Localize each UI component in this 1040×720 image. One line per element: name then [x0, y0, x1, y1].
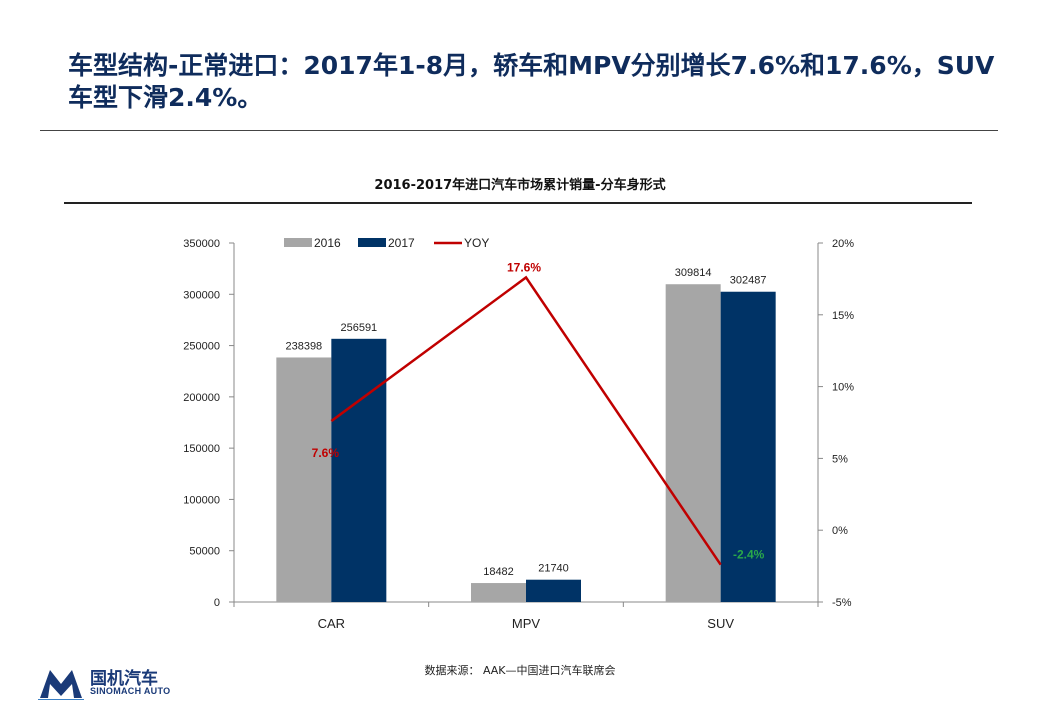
company-logo: 国机汽车 SINOMACH AUTO [38, 664, 198, 704]
bar-value-label: 256591 [340, 322, 377, 334]
bar-2016-mpv [471, 583, 526, 602]
left-axis-tick-label: 200000 [183, 392, 220, 404]
bar-2017-suv [720, 291, 776, 602]
yoy-line [330, 275, 722, 566]
bar-value-label: 18482 [483, 566, 514, 578]
right-axis-tick-label: 5% [832, 453, 848, 465]
x-axis-category-label: SUV [707, 616, 734, 631]
chart-title: 2016-2017年进口汽车市场累计销量-分车身形式 [374, 178, 666, 193]
title-divider [40, 130, 998, 131]
legend-label: 2017 [388, 236, 415, 250]
legend-label: YOY [464, 236, 489, 250]
yoy-value-label: 7.6% [312, 446, 340, 460]
bar-value-label: 309814 [675, 267, 712, 279]
bar-value-label: 21740 [538, 563, 569, 575]
bar-2017-mpv [526, 579, 581, 602]
yoy-value-label: 17.6% [507, 260, 541, 274]
logo-mark-icon [38, 670, 84, 700]
logo-name-cn: 国机汽车 [90, 669, 158, 689]
slide-title: 车型结构-正常进口：2017年1-8月，轿车和MPV分别增长7.6%和17.6%… [68, 51, 995, 112]
bar-value-label: 238398 [285, 340, 322, 352]
legend-swatch-2016 [284, 238, 312, 247]
left-axis-tick-label: 250000 [183, 341, 220, 353]
left-axis-tick-label: 350000 [183, 238, 220, 250]
left-axis-tick-label: 100000 [183, 494, 220, 506]
right-axis-tick-label: 20% [832, 238, 854, 250]
bar-2016-car [276, 357, 332, 602]
left-axis-tick-label: 50000 [189, 546, 220, 558]
x-axis-category-label: MPV [512, 616, 541, 631]
legend-swatch-2017 [358, 238, 386, 247]
right-axis-tick-label: -5% [832, 597, 852, 609]
left-axis-tick-label: 300000 [183, 289, 220, 301]
right-axis-tick-label: 15% [832, 310, 854, 322]
legend-label: 2016 [314, 236, 341, 250]
data-source-note: 数据来源： AAK—中国进口汽车联席会 [424, 664, 616, 677]
right-axis-tick-label: 10% [832, 382, 854, 394]
right-axis-tick-label: 0% [832, 525, 848, 537]
bar-value-label: 302487 [730, 275, 767, 287]
left-axis-tick-label: 0 [214, 597, 220, 609]
bar-2017-car [331, 338, 387, 602]
chart-title-divider [64, 202, 972, 204]
left-axis-tick-label: 150000 [183, 443, 220, 455]
logo-name-en: SINOMACH AUTO [90, 686, 171, 696]
yoy-value-label: -2.4% [733, 548, 765, 562]
x-axis-category-label: CAR [318, 616, 345, 631]
